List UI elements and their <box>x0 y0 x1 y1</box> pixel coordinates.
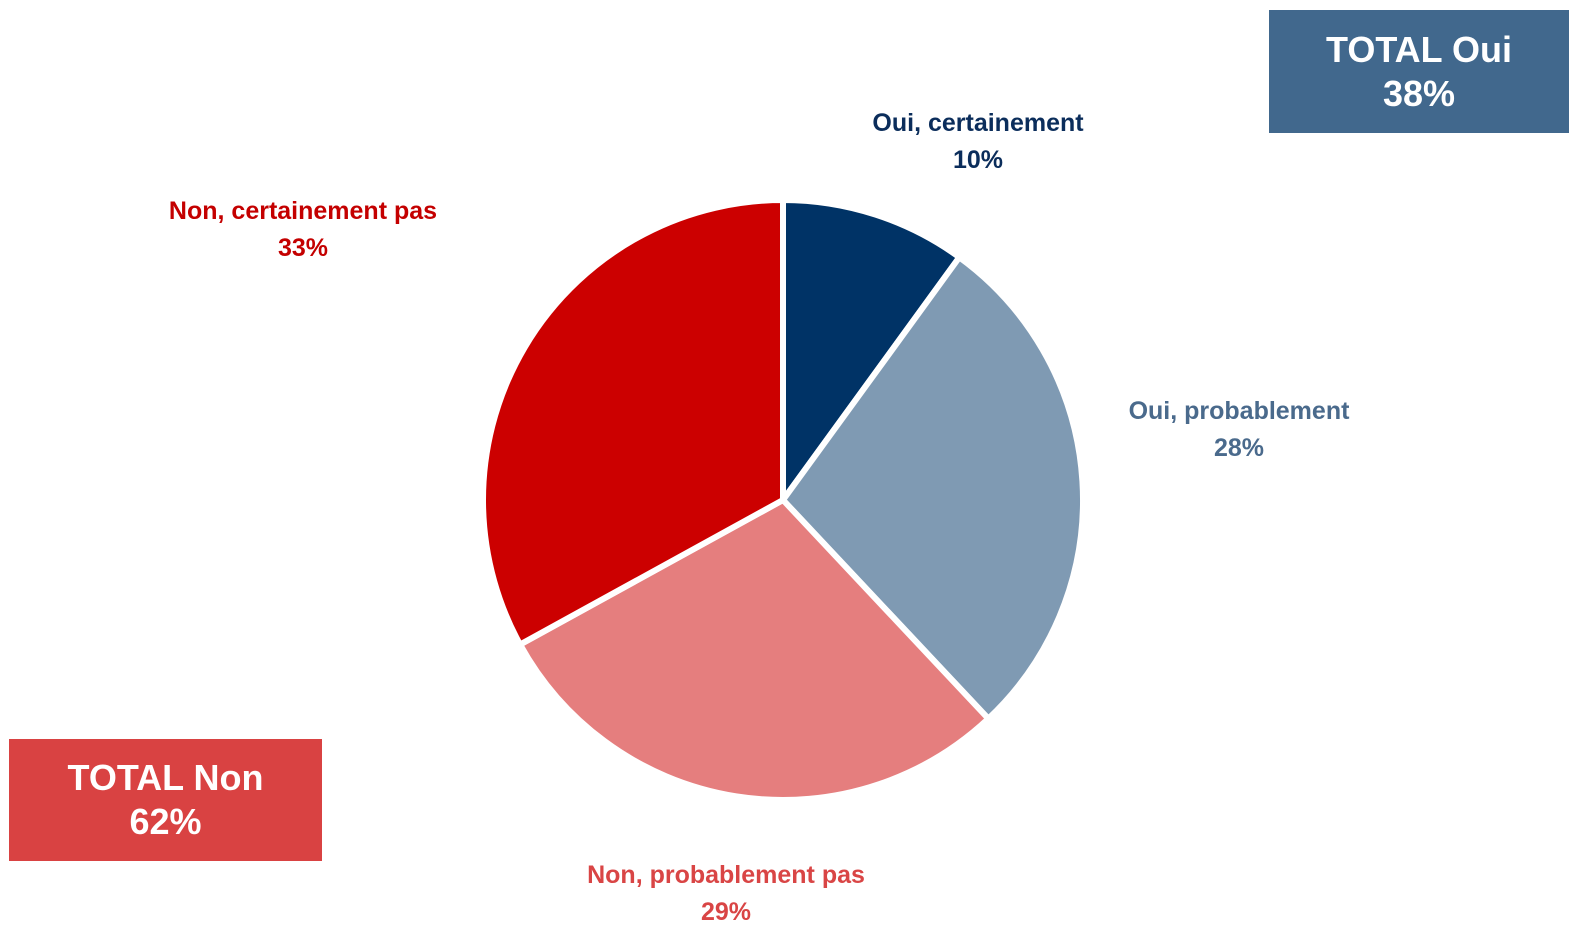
total-oui-box: TOTAL Oui 38% <box>1269 10 1569 133</box>
total-non-box: TOTAL Non 62% <box>9 739 322 861</box>
pie-slice-oui-certainement <box>780 196 964 510</box>
pie-slice-oui-probablement <box>779 253 1086 723</box>
total-non-label: TOTAL Non <box>67 757 264 798</box>
slice-value-oui-probablement: 28% <box>1214 434 1264 462</box>
pie-slice-non-probablement-pas <box>516 496 993 803</box>
slice-label-non-probablement-pas: Non, probablement pas <box>587 861 865 889</box>
slice-label-non-certainement-pas: Non, certainement pas <box>169 197 437 225</box>
slice-label-oui-probablement: Oui, probablement <box>1129 397 1351 425</box>
total-oui-label: TOTAL Oui <box>1326 28 1512 70</box>
slice-value-non-probablement-pas: 29% <box>701 898 751 926</box>
slice-label-oui-certainement: Oui, certainement <box>872 109 1084 137</box>
total-non-value: 62% <box>129 801 202 842</box>
pie-slice-non-certainement-pas <box>480 196 786 649</box>
slice-value-oui-certainement: 10% <box>953 146 1003 174</box>
slice-value-non-certainement-pas: 33% <box>278 234 328 262</box>
slice-labels: Oui, certainement 10% Oui, probablement 28%… <box>169 109 1350 926</box>
total-oui-value: 38% <box>1382 72 1456 114</box>
pie-slices <box>480 196 1086 803</box>
